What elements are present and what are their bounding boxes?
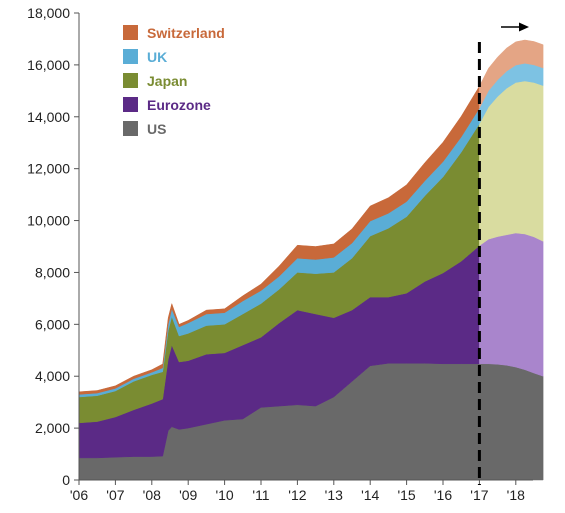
x-tick-label: '06: [70, 487, 88, 503]
x-tick-label: '08: [143, 487, 161, 503]
y-axis-ticks: 0 2,000 4,000 6,000 8,000 10,000 12,000 14,000 1…: [27, 5, 79, 488]
x-tick-label: '18: [507, 487, 525, 503]
x-tick-label: '16: [434, 487, 452, 503]
y-tick-label: 8,000: [35, 264, 70, 280]
y-tick-label: 18,000: [27, 5, 70, 21]
series-areas: [78, 39, 544, 481]
legend-label-eurozone: Eurozone: [147, 97, 211, 113]
legend-label-switzerland: Switzerland: [147, 25, 225, 41]
area-switzerland-forecast: [479, 39, 544, 109]
area-eurozone-forecast: [479, 232, 544, 377]
legend-swatch-switzerland: [123, 25, 138, 40]
x-tick-label: '07: [106, 487, 124, 503]
x-tick-label: '12: [288, 487, 306, 503]
x-tick-label: '11: [252, 487, 269, 503]
legend-swatch-eurozone: [123, 97, 138, 112]
legend-label-us: US: [147, 121, 166, 137]
legend-label-uk: UK: [147, 49, 167, 65]
axes: [78, 13, 533, 481]
y-tick-label: 16,000: [27, 57, 70, 73]
legend-label-japan: Japan: [147, 73, 187, 89]
y-tick-label: 6,000: [35, 316, 70, 332]
forecast-arrow-head: [519, 22, 529, 32]
forecast-marker: [477, 22, 529, 485]
x-tick-label: '13: [325, 487, 343, 503]
y-tick-label: 0: [62, 472, 70, 488]
legend: Switzerland UK Japan Eurozone US: [123, 25, 225, 137]
legend-swatch-japan: [123, 73, 138, 88]
x-tick-label: '14: [361, 487, 379, 503]
x-tick-label: '09: [179, 487, 197, 503]
y-tick-label: 2,000: [35, 420, 70, 436]
x-tick-label: '17: [470, 487, 488, 503]
y-tick-label: 10,000: [27, 213, 70, 229]
legend-swatch-us: [123, 121, 138, 136]
y-tick-label: 14,000: [27, 109, 70, 125]
area-us-forecast: [479, 363, 544, 481]
y-tick-label: 12,000: [27, 161, 70, 177]
x-tick-label: '15: [397, 487, 415, 503]
x-axis-ticks: '06 '07 '08 '09 '10 '11 '12 '13 '14 '15 '16 '17 '18: [70, 480, 525, 503]
legend-swatch-uk: [123, 49, 138, 64]
y-tick-label: 4,000: [35, 368, 70, 384]
x-tick-label: '10: [215, 487, 233, 503]
